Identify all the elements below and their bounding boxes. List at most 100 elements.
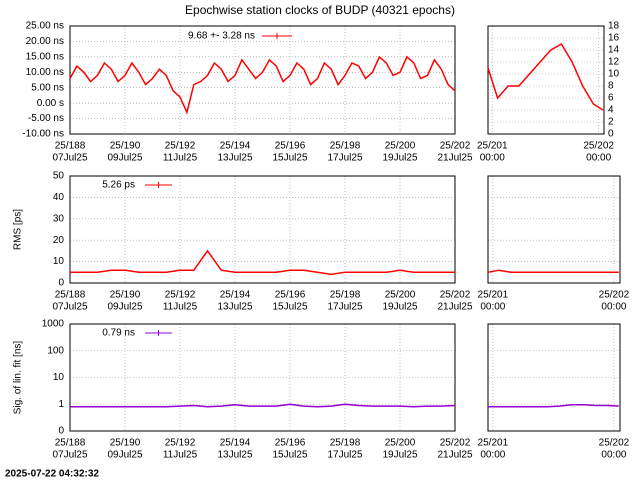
x-tick-date: 00:00 — [480, 302, 505, 313]
x-tick-date: 19Jul25 — [382, 450, 417, 461]
x-tick-date: 00:00 — [601, 450, 626, 461]
x-tick-date: 11Jul25 — [163, 450, 198, 461]
x-tick-label: 25/202 — [599, 438, 630, 449]
x-tick-label: 25/198 — [330, 438, 361, 449]
x-tick-label: 25/192 — [165, 290, 196, 301]
y-tick-label: 4 — [608, 105, 614, 116]
series-line — [487, 42, 604, 111]
y-tick-label: 0 — [58, 426, 64, 437]
y-tick-label: 14 — [608, 45, 620, 56]
x-tick-date: 15Jul25 — [272, 302, 307, 313]
x-tick-label: 25/200 — [385, 290, 416, 301]
legend-label: 5.26 ps — [102, 180, 135, 191]
x-tick-date: 00:00 — [480, 450, 505, 461]
x-tick-date: 19Jul25 — [382, 153, 417, 164]
series-line — [488, 404, 619, 408]
y-tick-label: -5.00 ns — [28, 113, 64, 124]
y-tick-label: 50 — [53, 171, 65, 182]
x-tick-label: 25/198 — [330, 141, 361, 152]
x-tick-label: 25/200 — [385, 141, 416, 152]
y-tick-label: 0 — [608, 129, 614, 140]
x-tick-label: 25/202 — [583, 141, 614, 152]
x-tick-label: 25/202 — [440, 290, 471, 301]
y-tick-label: 100 — [47, 345, 64, 356]
x-tick-date: 13Jul25 — [217, 302, 252, 313]
x-tick-date: 09Jul25 — [107, 450, 142, 461]
x-tick-date: 00:00 — [601, 302, 626, 313]
y-axis-label: RMS [ps] — [13, 209, 24, 250]
y-tick-label: 0 — [58, 278, 64, 289]
plot-frame — [69, 323, 456, 432]
legend-label: 0.79 ns — [102, 328, 135, 339]
x-tick-date: 07Jul25 — [52, 302, 87, 313]
plot-frame — [69, 25, 456, 135]
timestamp: 2025-07-22 04:32:32 — [5, 469, 99, 480]
x-tick-date: 11Jul25 — [163, 153, 198, 164]
x-tick-date: 09Jul25 — [107, 302, 142, 313]
x-tick-date: 17Jul25 — [327, 302, 362, 313]
y-tick-label: 10 — [53, 256, 65, 267]
x-tick-label: 25/201 — [477, 141, 508, 152]
y-axis-label: Sig. of lin. fit [ns] — [13, 341, 24, 415]
plot-frame — [487, 25, 605, 135]
x-tick-date: 00:00 — [586, 153, 611, 164]
x-tick-date: 21Jul25 — [437, 153, 472, 164]
plot-frame — [487, 323, 621, 432]
y-tick-label: 20.00 ns — [26, 36, 64, 47]
x-tick-label: 25/192 — [165, 141, 196, 152]
y-tick-label: 25.00 ns — [26, 21, 64, 32]
legend-marker — [155, 330, 162, 336]
y-tick-label: 20 — [53, 235, 65, 246]
x-tick-label: 25/194 — [220, 141, 251, 152]
y-tick-label: 18 — [608, 21, 620, 32]
y-tick-label: 6 — [608, 93, 614, 104]
x-tick-label: 25/202 — [599, 290, 630, 301]
x-tick-label: 25/188 — [55, 141, 86, 152]
legend-marker — [155, 182, 162, 188]
legend-marker — [274, 33, 280, 39]
x-tick-date: 07Jul25 — [52, 153, 87, 164]
x-tick-date: 21Jul25 — [437, 302, 472, 313]
x-tick-date: 13Jul25 — [217, 450, 252, 461]
legend-label: 9.68 +- 3.28 ns — [188, 31, 255, 42]
x-tick-label: 25/190 — [110, 438, 141, 449]
y-tick-label: 30 — [53, 213, 65, 224]
y-tick-label: 15.00 ns — [26, 51, 64, 62]
chart-title: Epochwise station clocks of BUDP (40321 … — [185, 3, 455, 17]
x-tick-date: 15Jul25 — [272, 153, 307, 164]
plot-frame — [487, 175, 621, 284]
y-tick-label: 0.00 s — [37, 98, 64, 109]
x-tick-date: 13Jul25 — [217, 153, 252, 164]
x-tick-label: 25/190 — [110, 141, 141, 152]
x-tick-label: 25/188 — [55, 438, 86, 449]
series-line — [69, 55, 456, 115]
x-tick-label: 25/201 — [478, 438, 509, 449]
x-tick-date: 07Jul25 — [52, 450, 87, 461]
x-tick-label: 25/200 — [385, 438, 416, 449]
x-tick-label: 25/201 — [478, 290, 509, 301]
y-tick-label: 10 — [53, 372, 65, 383]
x-tick-date: 17Jul25 — [327, 450, 362, 461]
x-tick-date: 17Jul25 — [327, 153, 362, 164]
x-tick-date: 19Jul25 — [382, 302, 417, 313]
series-line — [70, 403, 456, 408]
y-tick-label: 2 — [608, 117, 614, 128]
x-tick-date: 11Jul25 — [163, 302, 198, 313]
x-tick-label: 25/202 — [440, 141, 471, 152]
y-tick-label: 16 — [608, 33, 620, 44]
x-tick-date: 00:00 — [480, 153, 505, 164]
x-tick-label: 25/202 — [440, 438, 471, 449]
plot-frame — [69, 175, 456, 284]
x-tick-label: 25/194 — [220, 290, 251, 301]
x-tick-label: 25/196 — [275, 438, 306, 449]
series-line — [70, 249, 455, 276]
x-tick-date: 09Jul25 — [107, 153, 142, 164]
y-tick-label: 1 — [58, 399, 64, 410]
x-tick-label: 25/188 — [55, 290, 86, 301]
series-line — [487, 269, 619, 274]
x-tick-date: 15Jul25 — [272, 450, 307, 461]
x-tick-label: 25/194 — [220, 438, 251, 449]
y-tick-label: 5.00 ns — [31, 82, 64, 93]
y-tick-label: 12 — [608, 57, 620, 68]
